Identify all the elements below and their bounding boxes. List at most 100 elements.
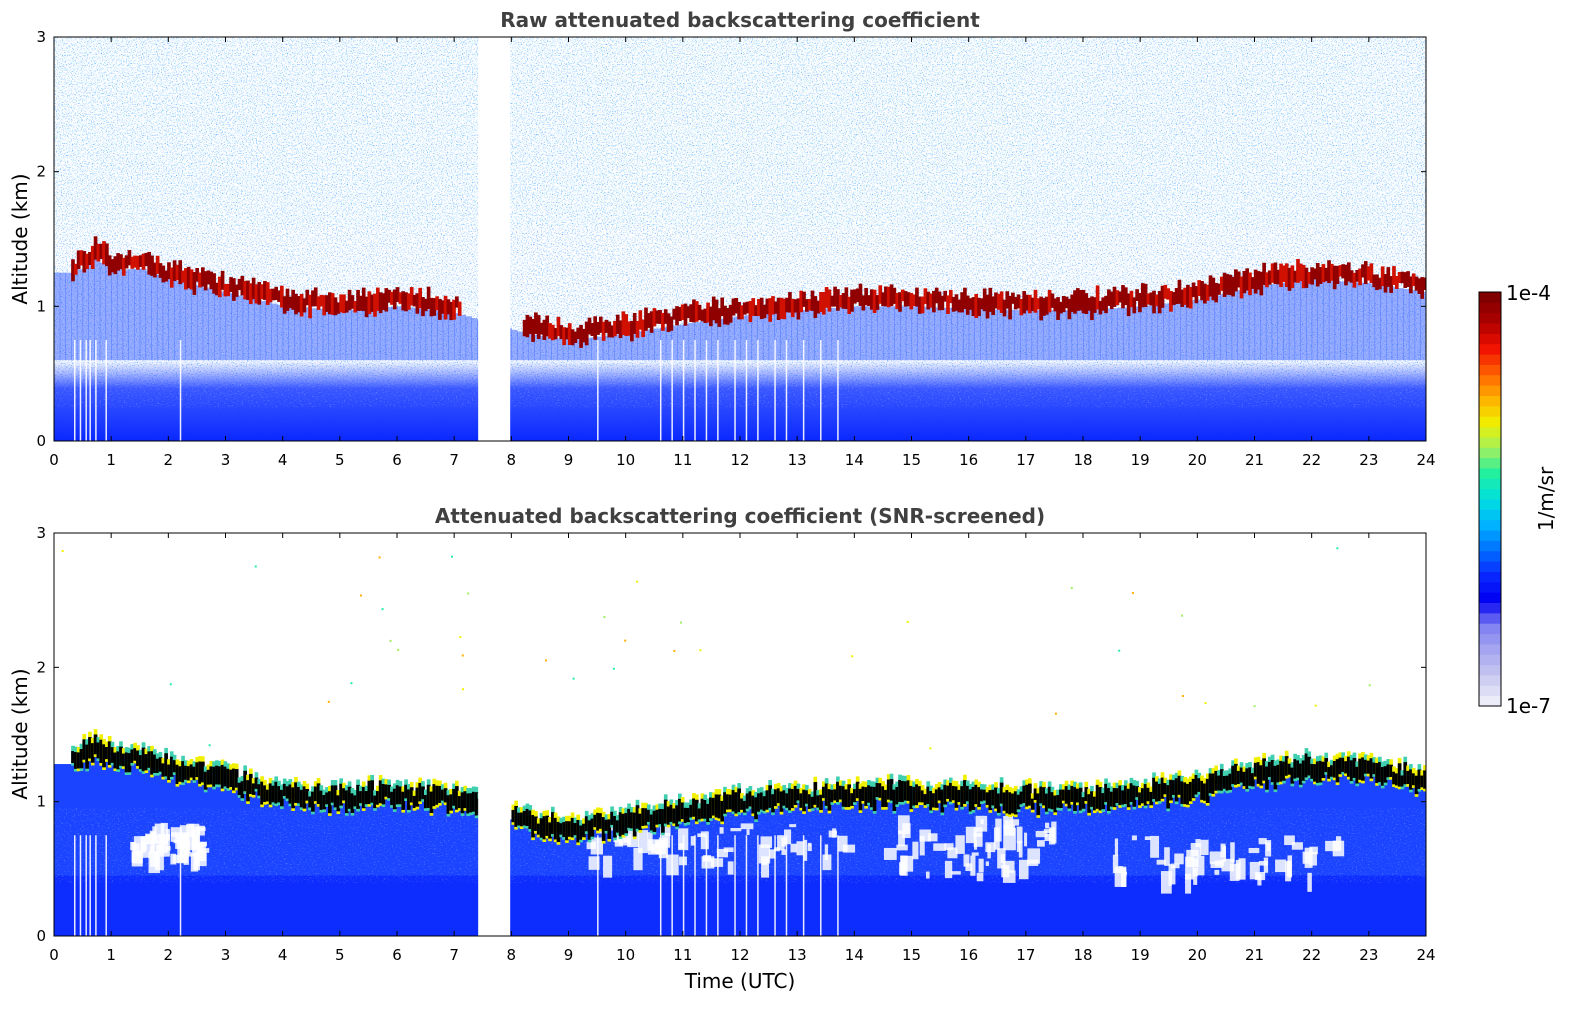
heatmap-cell <box>948 289 953 304</box>
heatmap-cell <box>900 306 907 361</box>
heatmap-cell <box>119 254 123 270</box>
heatmap-cell <box>1282 265 1286 282</box>
heatmap-cell <box>280 789 284 807</box>
heatmap-cell <box>1236 271 1241 288</box>
heatmap-cell <box>610 325 614 338</box>
heatmap-cell <box>926 786 931 804</box>
heatmap-cell <box>1054 310 1061 361</box>
heatmap-cell <box>1019 791 1024 805</box>
heatmap-cell <box>130 256 135 269</box>
heatmap-dropout <box>837 340 839 441</box>
heatmap-cell <box>319 790 324 810</box>
heatmap-cell <box>954 786 959 808</box>
heatmap-cell <box>1200 780 1204 800</box>
heatmap-cell <box>878 783 883 798</box>
heatmap-cell <box>1166 288 1170 300</box>
heatmap-cell <box>133 748 137 761</box>
heatmap-cell <box>646 313 651 328</box>
heatmap-cell <box>71 259 75 282</box>
heatmap-cell <box>1310 763 1314 779</box>
heatmap-cell <box>240 781 245 799</box>
heatmap-cell <box>1361 264 1365 278</box>
y-axis-label: Altitude (km) <box>8 173 32 304</box>
heatmap-dropout <box>705 835 708 936</box>
heatmap-cell <box>1332 760 1337 778</box>
heatmap-cell <box>731 790 736 812</box>
heatmap-cell <box>819 794 823 811</box>
heatmap-cell <box>773 789 778 807</box>
heatmap-cell <box>624 314 629 336</box>
colorbar-unit-label: 1/m/sr <box>1534 466 1558 531</box>
heatmap-cell <box>1183 287 1187 305</box>
heatmap-cell <box>350 682 353 685</box>
heatmap-cell <box>1174 778 1179 802</box>
y-tick-label: 2 <box>36 658 46 676</box>
heatmap-cell <box>813 296 818 318</box>
heatmap-cell <box>773 301 778 314</box>
heatmap-cell <box>934 307 941 361</box>
heatmap-cell <box>82 739 87 760</box>
heatmap-cell <box>169 267 174 288</box>
heatmap-cell <box>1186 284 1190 308</box>
heatmap-cell <box>90 743 95 763</box>
heatmap-cell <box>734 316 741 361</box>
heatmap-cell <box>649 311 654 333</box>
heatmap-dropout <box>597 340 599 441</box>
colorbar-step <box>1479 519 1501 531</box>
heatmap-cell <box>844 789 849 808</box>
heatmap-cell <box>968 298 973 310</box>
heatmap-cell <box>214 290 221 361</box>
heatmap-cell <box>1039 296 1043 321</box>
heatmap-cell <box>178 260 183 285</box>
heatmap-cell <box>1075 788 1080 803</box>
heatmap-cell <box>1304 753 1309 778</box>
heatmap-cell <box>1317 279 1324 361</box>
heatmap-cell <box>886 286 891 308</box>
heatmap-cell <box>1355 269 1360 282</box>
heatmap-cell <box>737 302 741 320</box>
heatmap-cell <box>88 737 92 759</box>
heatmap-cell <box>299 293 304 317</box>
heatmap-cell <box>714 794 719 818</box>
heatmap-cell <box>1321 264 1326 283</box>
heatmap-cell <box>996 793 1001 813</box>
y-axis: 0 1 2 3 <box>36 524 1426 945</box>
heatmap-cell <box>387 784 391 799</box>
heatmap-cell <box>1185 873 1192 894</box>
heatmap-cell <box>151 272 158 361</box>
heatmap-cell <box>686 306 691 319</box>
heatmap-cell <box>251 277 256 300</box>
heatmap-cell <box>694 322 701 361</box>
heatmap-cell <box>407 789 411 810</box>
y-tick-label: 2 <box>36 163 46 181</box>
heatmap-cell <box>579 324 583 348</box>
heatmap-cell <box>928 307 935 361</box>
heatmap-cell <box>1123 307 1130 361</box>
heatmap-dropout <box>659 835 662 936</box>
heatmap-cell <box>1095 285 1100 310</box>
heatmap-cell <box>1208 275 1213 297</box>
heatmap-cell <box>280 285 284 308</box>
heatmap-cell <box>1005 291 1010 309</box>
heatmap-cell <box>186 266 191 289</box>
heatmap-cell <box>277 290 281 302</box>
heatmap-cell <box>156 275 164 361</box>
heatmap-cell <box>999 782 1004 804</box>
heatmap-cell <box>522 319 527 337</box>
heatmap-cell <box>1044 793 1049 812</box>
heatmap-cell <box>437 311 444 361</box>
heatmap-cell <box>1180 614 1183 617</box>
heatmap-cell <box>855 288 860 303</box>
heatmap-dropout <box>85 835 87 936</box>
heatmap-cell <box>1028 783 1032 806</box>
heatmap-cell <box>203 771 208 790</box>
heatmap-cell <box>895 786 900 805</box>
x-tick-label: 15 <box>902 451 921 469</box>
heatmap-cell <box>443 295 448 320</box>
heatmap-cell <box>299 307 307 361</box>
heatmap-cell <box>644 307 648 331</box>
heatmap-cell <box>700 309 705 322</box>
heatmap-surface-layer <box>54 875 1426 936</box>
heatmap-cell <box>288 784 293 804</box>
heatmap-cell <box>217 276 222 298</box>
